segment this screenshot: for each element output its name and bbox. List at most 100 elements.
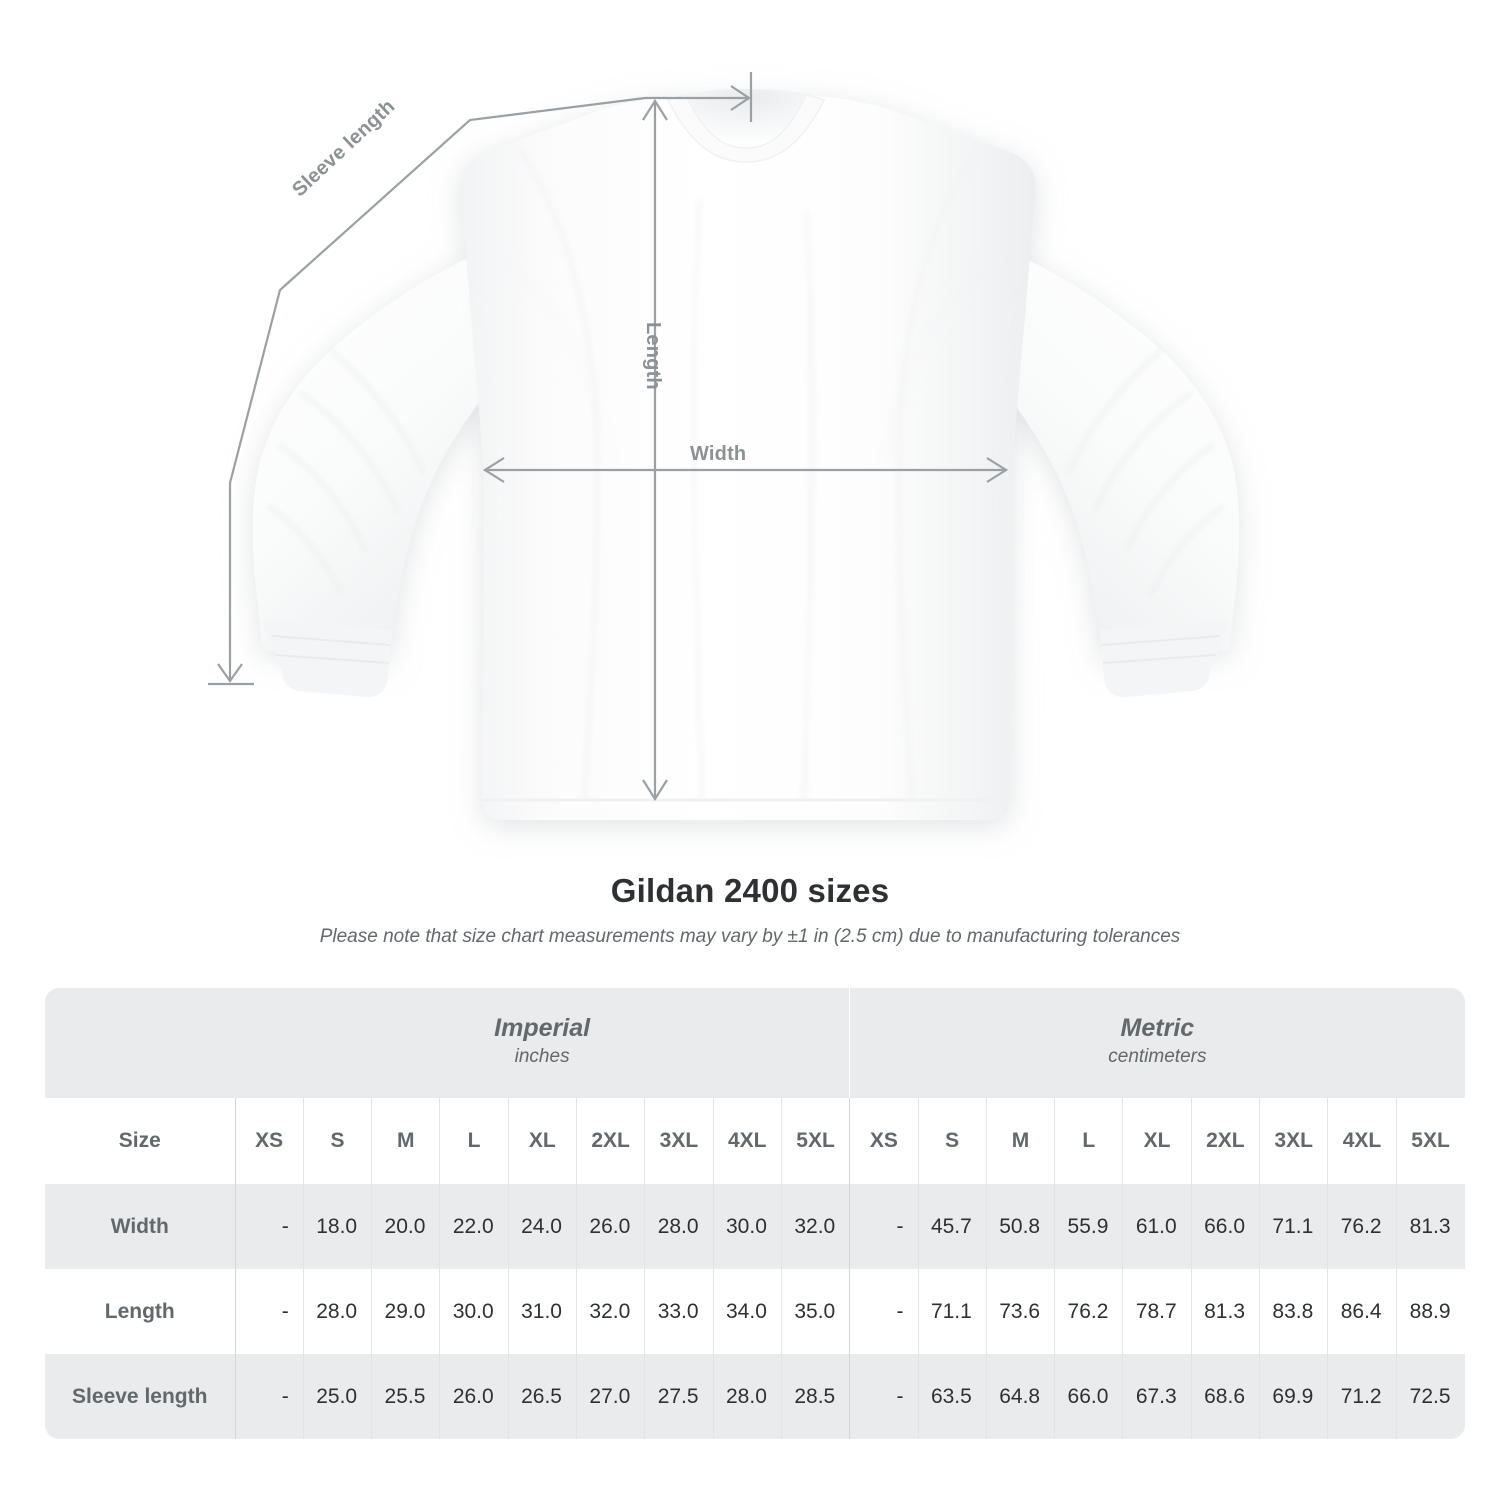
size-header-imperial-xl: XL bbox=[507, 1098, 577, 1184]
cell-width-imperial-s: 18.0 bbox=[302, 1184, 372, 1269]
width-arrowhead-left bbox=[482, 457, 505, 483]
length-arrowhead-bottom bbox=[642, 779, 668, 802]
cell-length-metric-2xl: 81.3 bbox=[1190, 1269, 1260, 1354]
cell-sleeve-metric-m: 64.8 bbox=[985, 1354, 1055, 1439]
cell-sleeve-imperial-3xl: 27.5 bbox=[644, 1354, 714, 1439]
cell-length-imperial-2xl: 32.0 bbox=[575, 1269, 645, 1354]
size-header-metric-5xl: 5XL bbox=[1395, 1098, 1465, 1184]
length-arrowhead-top bbox=[642, 98, 668, 121]
cell-sleeve-imperial-4xl: 28.0 bbox=[712, 1354, 782, 1439]
cell-width-imperial-2xl: 26.0 bbox=[575, 1184, 645, 1269]
cell-width-metric-s: 45.7 bbox=[917, 1184, 987, 1269]
cell-sleeve-imperial-xl: 26.5 bbox=[507, 1354, 577, 1439]
size-header-metric-xs: XS bbox=[849, 1098, 919, 1184]
size-header-imperial-s: S bbox=[302, 1098, 372, 1184]
cell-width-metric-4xl: 76.2 bbox=[1327, 1184, 1397, 1269]
measurement-arrows bbox=[208, 72, 1009, 802]
system-name-metric: Metric bbox=[1120, 1014, 1195, 1043]
cell-sleeve-metric-2xl: 68.6 bbox=[1190, 1354, 1260, 1439]
cell-width-metric-3xl: 71.1 bbox=[1258, 1184, 1328, 1269]
width-label: Width bbox=[690, 443, 747, 465]
cell-sleeve-imperial-l: 26.0 bbox=[439, 1354, 509, 1439]
row-label-length: Length bbox=[45, 1269, 235, 1354]
cell-length-metric-4xl: 86.4 bbox=[1327, 1269, 1397, 1354]
system-header-row: Imperial inches Metric centimeters bbox=[45, 988, 1465, 1098]
sleeve-length-arrowhead bbox=[217, 663, 243, 683]
shirt-diagram: Sleeve length Length Width bbox=[208, 72, 1240, 820]
cell-sleeve-metric-xs: - bbox=[849, 1354, 919, 1439]
cell-sleeve-metric-3xl: 69.9 bbox=[1258, 1354, 1328, 1439]
cell-sleeve-metric-4xl: 71.2 bbox=[1327, 1354, 1397, 1439]
size-chart-table: Imperial inches Metric centimeters Size … bbox=[45, 988, 1465, 1439]
system-header-spacer bbox=[45, 988, 235, 1098]
column-header-size: Size bbox=[45, 1098, 235, 1184]
page-title: Gildan 2400 sizes bbox=[610, 872, 890, 909]
cell-length-metric-m: 73.6 bbox=[985, 1269, 1055, 1354]
size-header-imperial-3xl: 3XL bbox=[644, 1098, 714, 1184]
cell-width-imperial-3xl: 28.0 bbox=[644, 1184, 714, 1269]
cell-width-imperial-l: 22.0 bbox=[439, 1184, 509, 1269]
size-header-metric-4xl: 4XL bbox=[1327, 1098, 1397, 1184]
cell-width-imperial-4xl: 30.0 bbox=[712, 1184, 782, 1269]
size-header-imperial-l: L bbox=[439, 1098, 509, 1184]
size-header-row: Size XS S M L XL 2XL 3XL 4XL 5XL XS S M … bbox=[45, 1098, 1465, 1184]
cell-sleeve-metric-s: 63.5 bbox=[917, 1354, 987, 1439]
system-header-imperial: Imperial inches bbox=[235, 988, 850, 1098]
cell-length-imperial-5xl: 35.0 bbox=[780, 1269, 850, 1354]
cell-length-metric-3xl: 83.8 bbox=[1258, 1269, 1328, 1354]
width-arrowhead-right bbox=[986, 457, 1009, 483]
cell-length-metric-5xl: 88.9 bbox=[1395, 1269, 1465, 1354]
size-header-imperial-2xl: 2XL bbox=[575, 1098, 645, 1184]
sleeve-length-arrowhead-right bbox=[730, 85, 751, 111]
system-name-imperial: Imperial bbox=[494, 1014, 591, 1043]
cell-width-metric-5xl: 81.3 bbox=[1395, 1184, 1465, 1269]
cell-length-metric-xl: 78.7 bbox=[1122, 1269, 1192, 1354]
cell-length-imperial-3xl: 33.0 bbox=[644, 1269, 714, 1354]
size-table-container: Imperial inches Metric centimeters Size … bbox=[45, 988, 1465, 1439]
size-header-metric-2xl: 2XL bbox=[1190, 1098, 1260, 1184]
cell-length-imperial-m: 29.0 bbox=[371, 1269, 440, 1354]
cell-sleeve-imperial-m: 25.5 bbox=[371, 1354, 440, 1439]
cell-length-metric-xs: - bbox=[849, 1269, 919, 1354]
cell-length-metric-l: 76.2 bbox=[1054, 1269, 1123, 1354]
row-label-sleeve-length: Sleeve length bbox=[45, 1354, 235, 1439]
tolerance-note: Please note that size chart measurements… bbox=[319, 926, 1181, 947]
cell-width-metric-l: 55.9 bbox=[1054, 1184, 1123, 1269]
cell-width-metric-xl: 61.0 bbox=[1122, 1184, 1192, 1269]
cell-sleeve-imperial-2xl: 27.0 bbox=[575, 1354, 645, 1439]
cell-width-metric-m: 50.8 bbox=[985, 1184, 1055, 1269]
size-header-metric-3xl: 3XL bbox=[1258, 1098, 1328, 1184]
cell-length-imperial-4xl: 34.0 bbox=[712, 1269, 782, 1354]
cell-length-metric-s: 71.1 bbox=[917, 1269, 987, 1354]
cell-sleeve-imperial-s: 25.0 bbox=[302, 1354, 372, 1439]
cell-sleeve-imperial-xs: - bbox=[234, 1354, 304, 1439]
cell-width-imperial-m: 20.0 bbox=[371, 1184, 440, 1269]
title-block: Gildan 2400 sizes Please note that size … bbox=[0, 872, 1500, 948]
sleeve-length-line bbox=[228, 96, 748, 680]
system-unit-metric: centimeters bbox=[1108, 1046, 1207, 1068]
cell-length-imperial-s: 28.0 bbox=[302, 1269, 372, 1354]
size-header-imperial-4xl: 4XL bbox=[712, 1098, 782, 1184]
cell-length-imperial-xl: 31.0 bbox=[507, 1269, 577, 1354]
cell-width-metric-xs: - bbox=[849, 1184, 919, 1269]
length-label: Length bbox=[642, 322, 664, 390]
cell-width-imperial-5xl: 32.0 bbox=[780, 1184, 850, 1269]
size-header-imperial-xs: XS bbox=[234, 1098, 304, 1184]
size-header-imperial-m: M bbox=[371, 1098, 440, 1184]
cell-sleeve-imperial-5xl: 28.5 bbox=[780, 1354, 850, 1439]
long-sleeve-tshirt-illustration bbox=[252, 89, 1240, 820]
cell-sleeve-metric-5xl: 72.5 bbox=[1395, 1354, 1465, 1439]
table-row: Sleeve length - 25.0 25.5 26.0 26.5 27.0… bbox=[45, 1354, 1465, 1439]
cell-sleeve-metric-xl: 67.3 bbox=[1122, 1354, 1192, 1439]
cell-sleeve-metric-l: 66.0 bbox=[1054, 1354, 1123, 1439]
system-header-metric: Metric centimeters bbox=[849, 988, 1465, 1098]
cell-length-imperial-l: 30.0 bbox=[439, 1269, 509, 1354]
size-header-imperial-5xl: 5XL bbox=[780, 1098, 850, 1184]
system-unit-imperial: inches bbox=[514, 1046, 570, 1068]
cell-width-metric-2xl: 66.0 bbox=[1190, 1184, 1260, 1269]
cell-length-imperial-xs: - bbox=[234, 1269, 304, 1354]
size-header-metric-s: S bbox=[917, 1098, 987, 1184]
table-row: Width - 18.0 20.0 22.0 24.0 26.0 28.0 30… bbox=[45, 1184, 1465, 1269]
size-header-metric-l: L bbox=[1054, 1098, 1123, 1184]
size-header-metric-xl: XL bbox=[1122, 1098, 1192, 1184]
